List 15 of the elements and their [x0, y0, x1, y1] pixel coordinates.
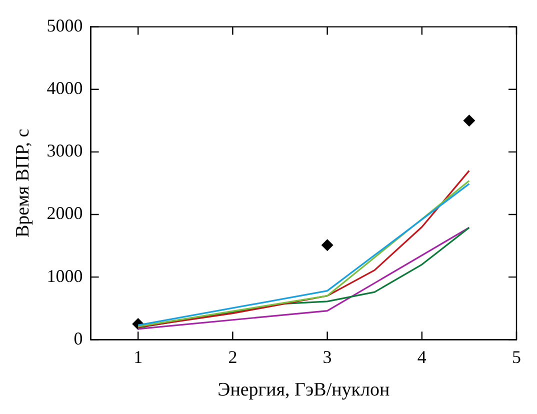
x-tick-label: 2 — [228, 347, 238, 368]
y-tick-label: 5000 — [46, 16, 83, 36]
y-tick-label: 1000 — [46, 266, 83, 286]
x-tick-label: 4 — [417, 347, 426, 368]
x-tick-label: 5 — [512, 347, 521, 368]
x-tick-label: 3 — [322, 347, 332, 368]
y-axis-title: Время ВПР, с — [12, 128, 34, 238]
y-tick-label: 4000 — [46, 78, 83, 98]
x-tick-label: 1 — [134, 347, 143, 368]
point — [463, 114, 476, 127]
y-tick-label: 0 — [74, 328, 83, 348]
x-axis-title: Энергия, ГэВ/нуклон — [218, 380, 390, 401]
y-tick-label: 2000 — [46, 203, 83, 224]
y-tick-label: 3000 — [46, 140, 83, 161]
point — [321, 239, 334, 252]
